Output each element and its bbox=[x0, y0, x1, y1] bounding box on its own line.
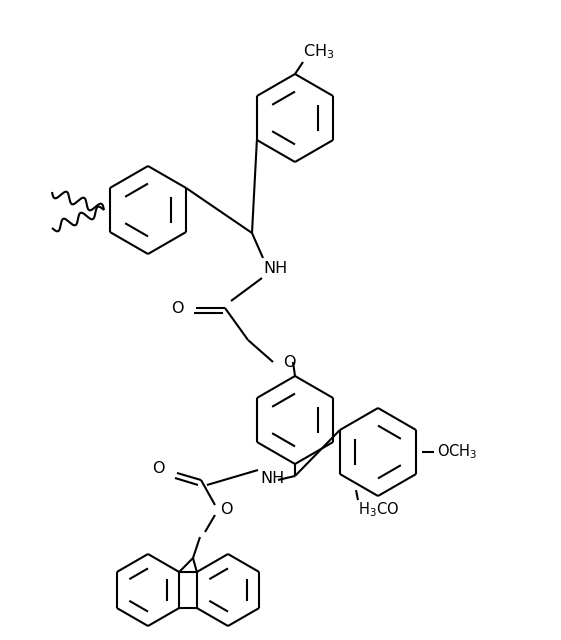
Text: NH: NH bbox=[263, 260, 287, 275]
Text: NH: NH bbox=[260, 470, 284, 486]
Text: O: O bbox=[172, 301, 184, 316]
Text: O: O bbox=[283, 355, 296, 369]
Text: H$_3$CO: H$_3$CO bbox=[358, 500, 399, 520]
Text: OCH$_3$: OCH$_3$ bbox=[437, 443, 477, 461]
Text: O: O bbox=[220, 502, 232, 518]
Text: CH$_3$: CH$_3$ bbox=[303, 43, 334, 61]
Text: O: O bbox=[153, 461, 165, 476]
